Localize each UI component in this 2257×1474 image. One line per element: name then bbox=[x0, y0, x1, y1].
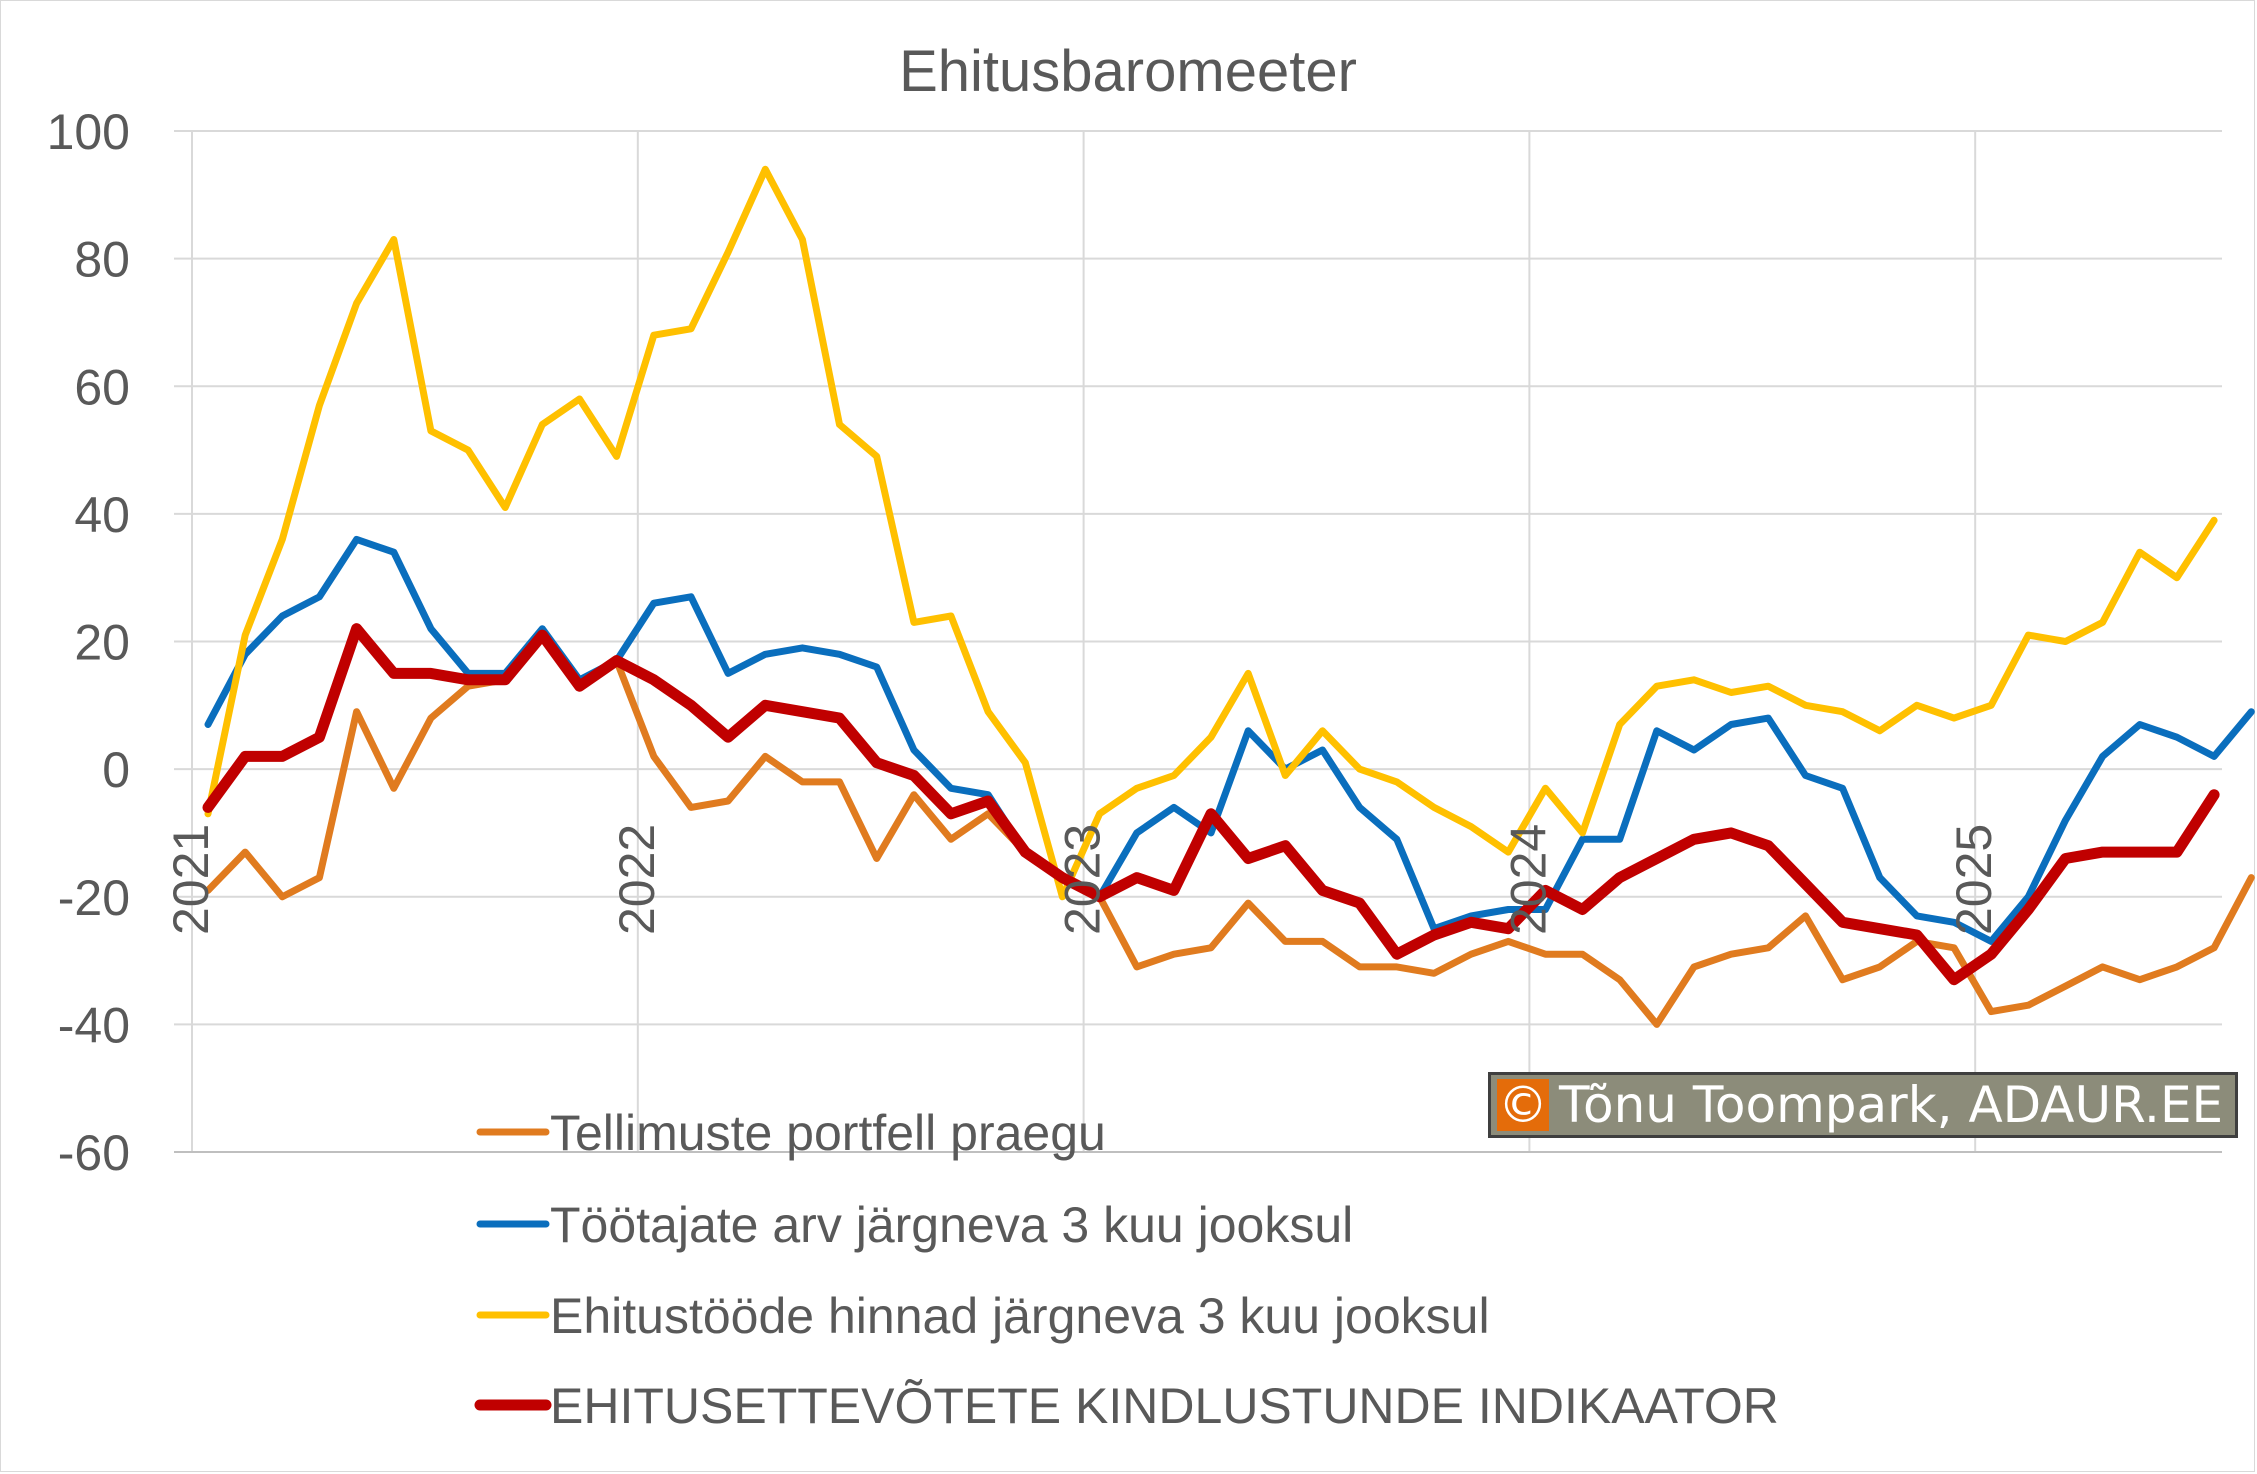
x-tick-labels: 2021 2022 2023 2024 2025 bbox=[163, 824, 2002, 935]
legend-label: EHITUSETTEVÕTETE KINDLUSTUNDE INDIKAATOR bbox=[550, 1378, 1779, 1434]
copyright-text: Tõnu Toompark, ADAUR.EE bbox=[1559, 1076, 2224, 1134]
y-tick-label: 0 bbox=[102, 742, 130, 798]
y-tick-label: 100 bbox=[47, 104, 130, 160]
series-lines bbox=[202, 165, 2255, 1028]
legend: Tellimuste portfell praegu Töötajate arv … bbox=[474, 1105, 1779, 1434]
legend-label: Tellimuste portfell praegu bbox=[550, 1105, 1106, 1161]
axes: 100 80 60 40 20 0 -20 -40 -60 bbox=[47, 104, 2222, 1181]
y-tick-label: -60 bbox=[58, 1125, 130, 1181]
y-tick-label: 60 bbox=[74, 359, 130, 415]
x-tick-label: 2023 bbox=[1055, 824, 1111, 935]
legend-label: Ehitustööde hinnad järgneva 3 kuu jooksu… bbox=[550, 1288, 1490, 1344]
x-tick-label: 2022 bbox=[609, 824, 665, 935]
y-tick-label: -20 bbox=[58, 870, 130, 926]
copyright-icon: © bbox=[1497, 1076, 1549, 1134]
copyright-watermark: © Tõnu Toompark, ADAUR.EE bbox=[1488, 1072, 2238, 1138]
chart-title: Ehitusbaromeeter bbox=[899, 39, 1357, 104]
series-line-3 bbox=[204, 165, 2218, 901]
series-line-4 bbox=[202, 623, 2220, 986]
y-tick-label: -40 bbox=[58, 997, 130, 1053]
series-line-2 bbox=[204, 535, 2255, 945]
y-tick-label: 40 bbox=[74, 487, 130, 543]
y-tick-label: 80 bbox=[74, 232, 130, 288]
gridlines bbox=[174, 130, 2222, 1152]
legend-label: Töötajate arv järgneva 3 kuu jooksul bbox=[550, 1197, 1353, 1253]
x-tick-label: 2024 bbox=[1500, 824, 1556, 935]
x-tick-label: 2021 bbox=[163, 824, 219, 935]
x-tick-label: 2025 bbox=[1946, 824, 2002, 935]
y-tick-label: 20 bbox=[74, 615, 130, 671]
